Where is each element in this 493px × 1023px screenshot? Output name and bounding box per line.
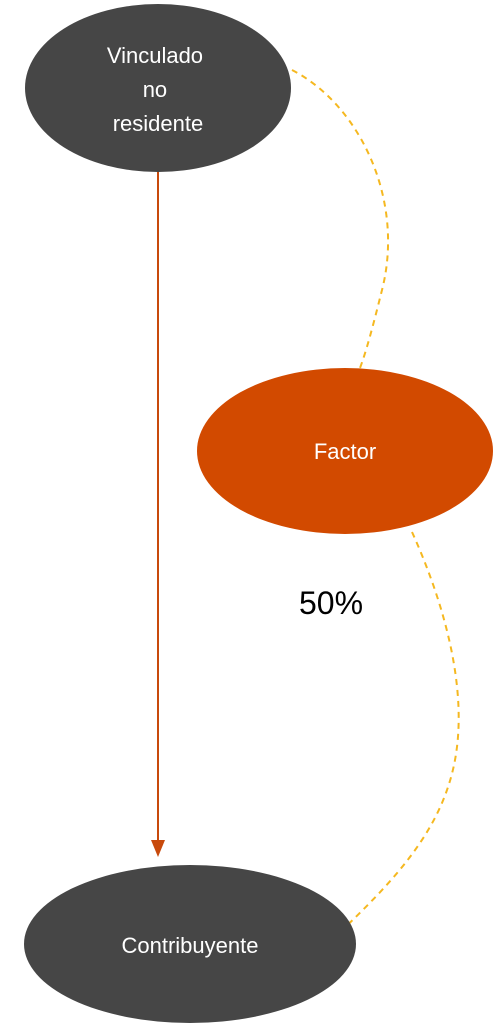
node-factor-shape — [197, 368, 493, 534]
node-vinculado-line-2: no — [143, 77, 167, 102]
dashed-link-factor-contribuyente — [335, 531, 460, 937]
node-vinculado-line-3: residente — [113, 111, 204, 136]
node-vinculado-label: Vinculado no residente — [107, 43, 209, 136]
dashed-link-vinculado-factor — [291, 69, 390, 369]
node-vinculado-line-1: Vinculado — [107, 43, 203, 68]
percentage-label: 50% — [299, 585, 363, 621]
node-contribuyente-shape — [24, 865, 356, 1023]
arrow-head — [151, 840, 165, 857]
node-factor-label: Factor — [314, 439, 376, 464]
node-contribuyente-label: Contribuyente — [122, 933, 259, 958]
node-contribuyente: Contribuyente — [24, 865, 356, 1023]
node-factor: Factor — [197, 368, 493, 534]
node-vinculado-no-residente: Vinculado no residente — [25, 4, 291, 172]
node-vinculado-shape — [25, 4, 291, 172]
